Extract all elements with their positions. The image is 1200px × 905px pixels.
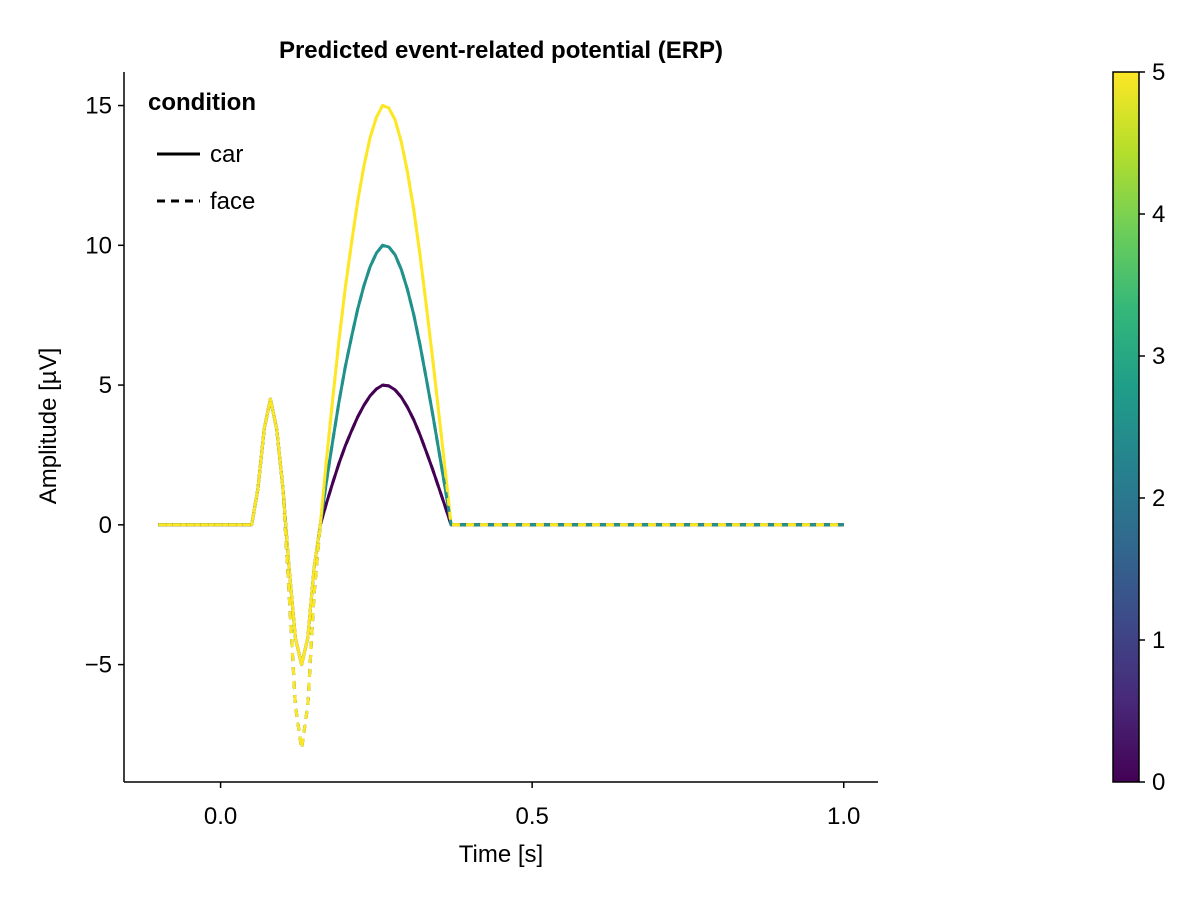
legend-label-face: face <box>210 188 255 215</box>
y-axis-label: Amplitude [µV] <box>35 348 62 505</box>
x-tick-label-2: 1.0 <box>827 803 860 830</box>
series-line-face-4 <box>158 243 844 750</box>
y-tick-label-2: 5 <box>99 372 112 399</box>
legend-label-car: car <box>210 141 243 168</box>
legend-title: condition <box>148 89 256 116</box>
y-tick-label-1: 0 <box>99 512 112 539</box>
colorbar-tick-label-2: 2 <box>1152 485 1165 512</box>
colorbar-tick-label-3: 3 <box>1152 343 1165 370</box>
series-line-car-2 <box>158 104 844 667</box>
series-line-face-5 <box>158 104 844 750</box>
x-axis-label: Time [s] <box>459 841 543 868</box>
y-tick-label-0: −5 <box>85 652 112 679</box>
series-line-face-3 <box>158 383 844 750</box>
colorbar-tick-label-0: 0 <box>1152 769 1165 796</box>
axes-layer: 0.0 0.5 1.0 −5 0 5 10 15 <box>85 72 878 830</box>
colorbar-tick-label-1: 1 <box>1152 627 1165 654</box>
series-layer <box>158 104 844 750</box>
y-tick-label-4: 15 <box>85 93 112 120</box>
legend: condition car face <box>148 89 256 215</box>
chart-title: Predicted event-related potential (ERP) <box>279 37 723 64</box>
x-tick-label-0: 0.0 <box>204 803 237 830</box>
y-tick-label-3: 10 <box>85 232 112 259</box>
x-tick-label-1: 0.5 <box>515 803 548 830</box>
colorbar-gradient <box>1112 71 1140 783</box>
colorbar-tick-label-4: 4 <box>1152 201 1165 228</box>
colorbar: 0 1 2 3 4 5 <box>1112 59 1165 796</box>
colorbar-tick-label-5: 5 <box>1152 59 1165 86</box>
